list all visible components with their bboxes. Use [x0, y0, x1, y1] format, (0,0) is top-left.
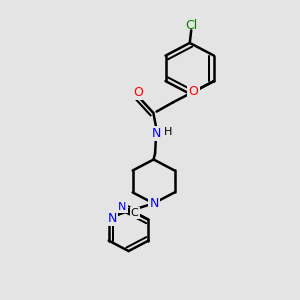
- Text: Cl: Cl: [185, 19, 197, 32]
- Text: H: H: [164, 128, 172, 137]
- Text: N: N: [118, 202, 127, 212]
- Text: O: O: [188, 85, 198, 98]
- Text: N: N: [152, 127, 161, 140]
- Text: O: O: [133, 86, 143, 99]
- Text: N: N: [149, 197, 159, 210]
- Text: C: C: [131, 208, 139, 218]
- Text: N: N: [107, 212, 117, 225]
